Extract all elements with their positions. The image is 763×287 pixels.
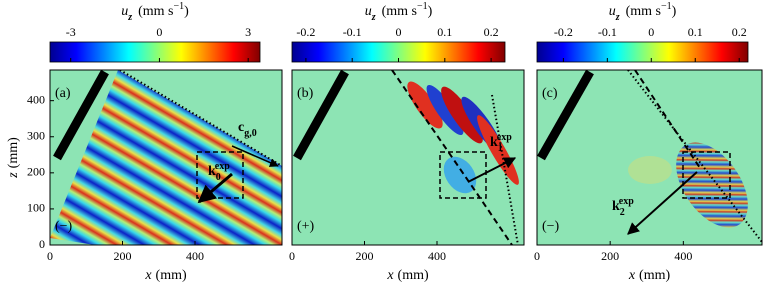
- colorbar-label-part: z: [615, 12, 620, 23]
- colorbar-tick-label: -3: [66, 25, 76, 39]
- x-axis-label: x (mm): [628, 268, 671, 283]
- panel-label: (b): [297, 86, 314, 101]
- colorbar-tick-label: 0: [156, 25, 162, 39]
- colorbar-label: uz (mm s−1): [121, 1, 189, 23]
- regime-label: (−): [542, 219, 560, 234]
- x-axis-label-part: (mm): [639, 268, 670, 283]
- colorbar-tick-label: 0.1: [688, 25, 703, 39]
- annotation-part: 1: [498, 143, 503, 154]
- colorbar-label: uz (mm s−1): [365, 1, 433, 23]
- colorbar-label-part: u: [121, 4, 128, 19]
- x-tick-label: 200: [356, 249, 374, 263]
- x-axis-label-part: (mm): [398, 268, 429, 283]
- plot-frame: [536, 69, 763, 246]
- x-tick-label: 0: [534, 249, 540, 263]
- x-axis-label: x (mm): [386, 268, 429, 283]
- panel-label: (c): [542, 86, 558, 101]
- x-tick-label: 200: [601, 249, 619, 263]
- annotation-part: k: [208, 164, 216, 179]
- colorbar-label-part: −1: [661, 1, 672, 12]
- x-axis-label-part: x: [386, 268, 394, 283]
- colorbar-tick-label: -0.2: [296, 25, 315, 39]
- y-tick-label: 300: [27, 129, 45, 143]
- colorbar-tick-label: 3: [245, 25, 251, 39]
- regime-label: (−): [55, 219, 73, 234]
- colorbar-label-part: z: [127, 12, 132, 23]
- colorbar-tick-label: 0.2: [484, 25, 499, 39]
- plot-frame: [291, 69, 525, 246]
- x-axis-label-part: x: [144, 268, 152, 283]
- annotation: k2exp: [612, 196, 634, 218]
- annotation-part: k: [490, 135, 498, 150]
- colorbar: [536, 41, 749, 63]
- annotation-part: k: [612, 199, 620, 214]
- colorbar-label-part: ): [672, 4, 677, 19]
- colorbar-label: uz (mm s−1): [609, 1, 677, 23]
- x-tick-label: 0: [47, 249, 53, 263]
- annotation-part: 2: [620, 207, 625, 218]
- colorbar-label-part: −1: [417, 1, 428, 12]
- annotation: cg,0: [238, 120, 257, 139]
- field-image: [50, 70, 282, 245]
- field-image: [292, 70, 524, 245]
- x-axis-label-part: x: [628, 268, 636, 283]
- x-axis-label: x (mm): [144, 268, 187, 283]
- y-axis-label-part: z: [6, 172, 21, 179]
- y-tick-label: 400: [27, 92, 45, 106]
- colorbar-label-part: u: [365, 4, 372, 19]
- annotation-part: c: [238, 120, 244, 135]
- x-axis-label-part: (mm): [156, 268, 187, 283]
- colorbar-label-part: ): [428, 4, 433, 19]
- annotation-part: 0: [216, 172, 221, 183]
- x-tick-label: 0: [289, 249, 295, 263]
- regime-label: (+): [297, 219, 315, 234]
- colorbar-label-part: (mm s: [626, 4, 661, 19]
- colorbar-label-part: −1: [173, 1, 184, 12]
- x-tick-label: 400: [674, 249, 692, 263]
- colorbar: [49, 41, 261, 63]
- y-axis-label: z (mm): [6, 137, 21, 179]
- x-tick-label: 400: [186, 249, 204, 263]
- colorbar-label-part: ): [184, 4, 189, 19]
- annotation: k1exp: [490, 132, 512, 154]
- colorbar-tick-label: 0: [396, 25, 402, 39]
- y-tick-label: 100: [27, 201, 45, 215]
- annotation-part: exp: [619, 196, 634, 207]
- colorbar-label-part: (mm s: [382, 4, 417, 19]
- colorbar-tick-label: -0.1: [343, 25, 362, 39]
- y-tick-label: 0: [39, 237, 45, 251]
- field-image: [537, 70, 762, 245]
- panel-label: (a): [55, 86, 71, 101]
- annotation-part: exp: [215, 161, 230, 172]
- colorbar-label-part: z: [371, 12, 376, 23]
- annotation: k0exp: [208, 161, 230, 183]
- colorbar-label-part: u: [609, 4, 616, 19]
- x-tick-label: 200: [114, 249, 132, 263]
- y-axis-label-part: (mm): [6, 137, 21, 168]
- plot-frame: [49, 69, 283, 246]
- annotation-part: g,0: [244, 128, 257, 139]
- y-tick-label: 200: [27, 165, 45, 179]
- colorbar-tick-label: -0.1: [598, 25, 617, 39]
- colorbar-tick-label: 0.2: [732, 25, 747, 39]
- colorbar-tick-label: -0.2: [554, 25, 573, 39]
- colorbar-label-part: (mm s: [138, 4, 173, 19]
- annotation-part: exp: [497, 132, 512, 143]
- colorbar-tick-label: 0.1: [437, 25, 452, 39]
- colorbar-tick-label: 0: [648, 25, 654, 39]
- x-tick-label: 400: [428, 249, 446, 263]
